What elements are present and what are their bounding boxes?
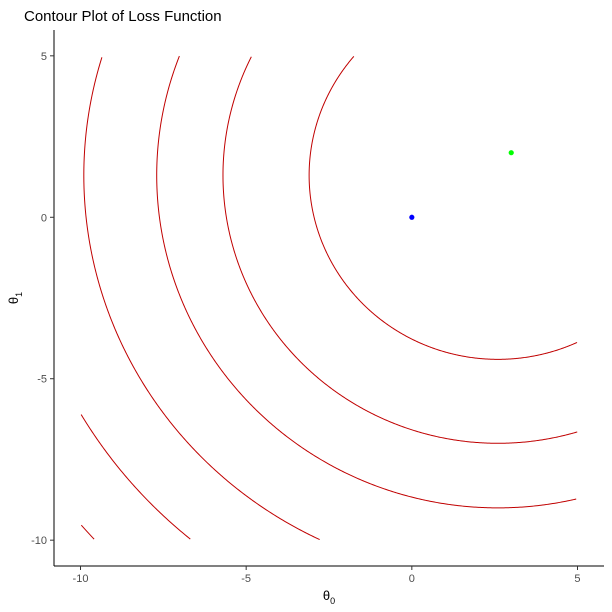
x-axis-label: θ0: [323, 588, 335, 606]
y-axis-label: θ1: [6, 292, 24, 304]
x-tick-label: 5: [574, 573, 580, 585]
y-tick-label: 5: [41, 51, 47, 63]
x-axis-label-sub: 0: [330, 596, 335, 606]
x-axis-label-base: θ: [323, 588, 330, 603]
plot-area: [80, 55, 578, 541]
x-tick-label: -5: [241, 573, 251, 585]
data-point-2: [508, 150, 514, 156]
contour-line-5: [80, 414, 191, 540]
contour-line-4: [83, 57, 320, 541]
y-tick-label: -5: [37, 374, 47, 386]
y-ticks: -10 -5 0 5: [31, 51, 54, 547]
y-tick-label: -10: [31, 535, 47, 547]
chart-title: Contour Plot of Loss Function: [24, 8, 222, 25]
contour-line-2: [222, 56, 578, 444]
data-point-1: [409, 214, 415, 220]
y-axis-label-base: θ: [6, 297, 21, 304]
x-tick-label: -10: [73, 573, 89, 585]
contour-line-6: [80, 524, 95, 540]
x-ticks: -10 -5 0 5: [73, 566, 581, 585]
y-axis-label-sub: 1: [14, 292, 24, 297]
contour-line-1: [308, 56, 578, 360]
y-tick-label: 0: [41, 212, 47, 224]
contour-line-3: [156, 55, 577, 509]
x-tick-label: 0: [409, 573, 415, 585]
